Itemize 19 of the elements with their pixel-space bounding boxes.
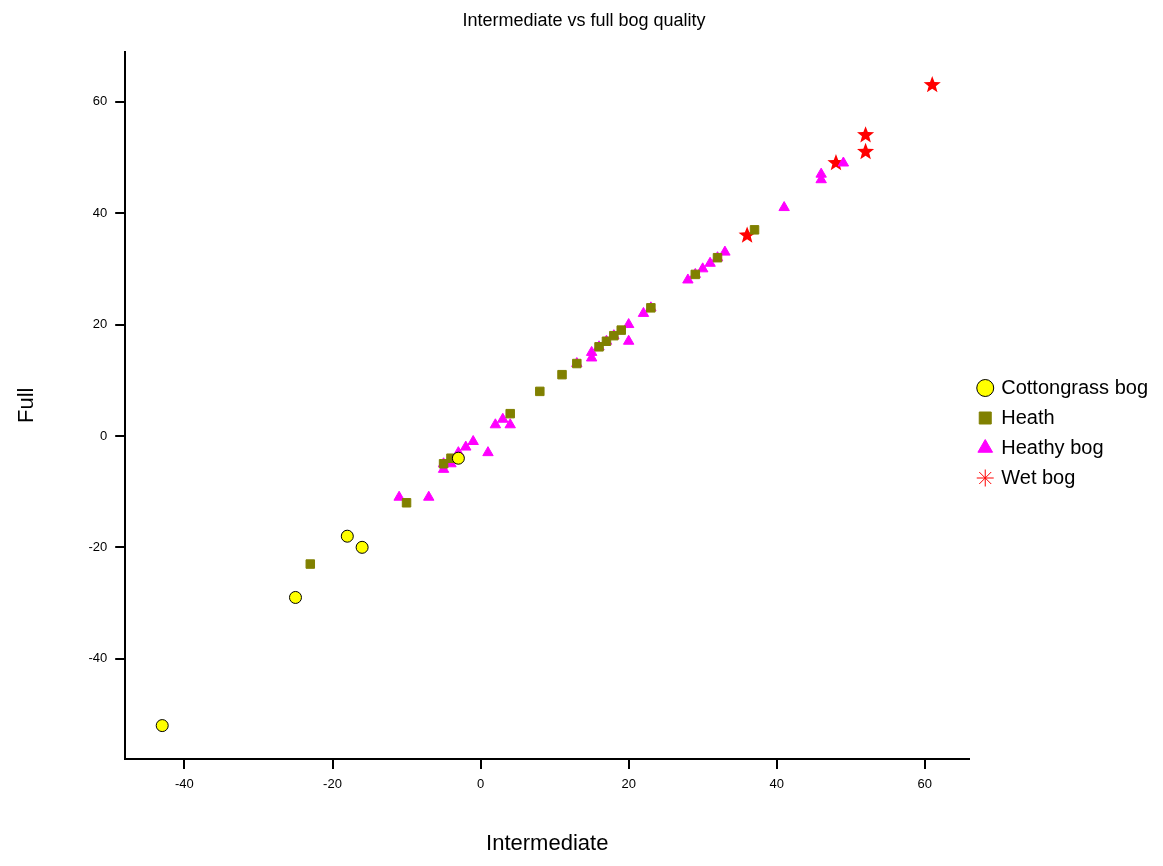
y-tick-label: -40 — [88, 650, 108, 666]
x-tick-label: 60 — [917, 776, 933, 792]
y-tick-label: 20 — [92, 316, 108, 332]
y-tick-label: 40 — [92, 204, 108, 220]
y-tick-label: -20 — [88, 538, 108, 554]
legend-label: Heathy bog — [1001, 435, 1104, 458]
x-tick-label: 40 — [769, 776, 784, 792]
x-tick-label: -40 — [175, 776, 194, 792]
y-tick-label: 0 — [99, 427, 108, 443]
legend-label: Heath — [1001, 405, 1055, 428]
x-tick-label: -20 — [323, 776, 342, 792]
y-axis-title: Full — [13, 387, 39, 424]
x-tick-label: 0 — [476, 776, 485, 792]
legend-label: Wet bog — [1001, 465, 1076, 488]
x-tick-label: 20 — [621, 776, 636, 792]
x-axis-title: Intermediate — [486, 829, 609, 855]
legend-label: Cottongrass bog — [1001, 375, 1149, 398]
y-tick-label: 60 — [92, 93, 108, 109]
chart-title: Intermediate vs full bog quality — [462, 9, 706, 30]
